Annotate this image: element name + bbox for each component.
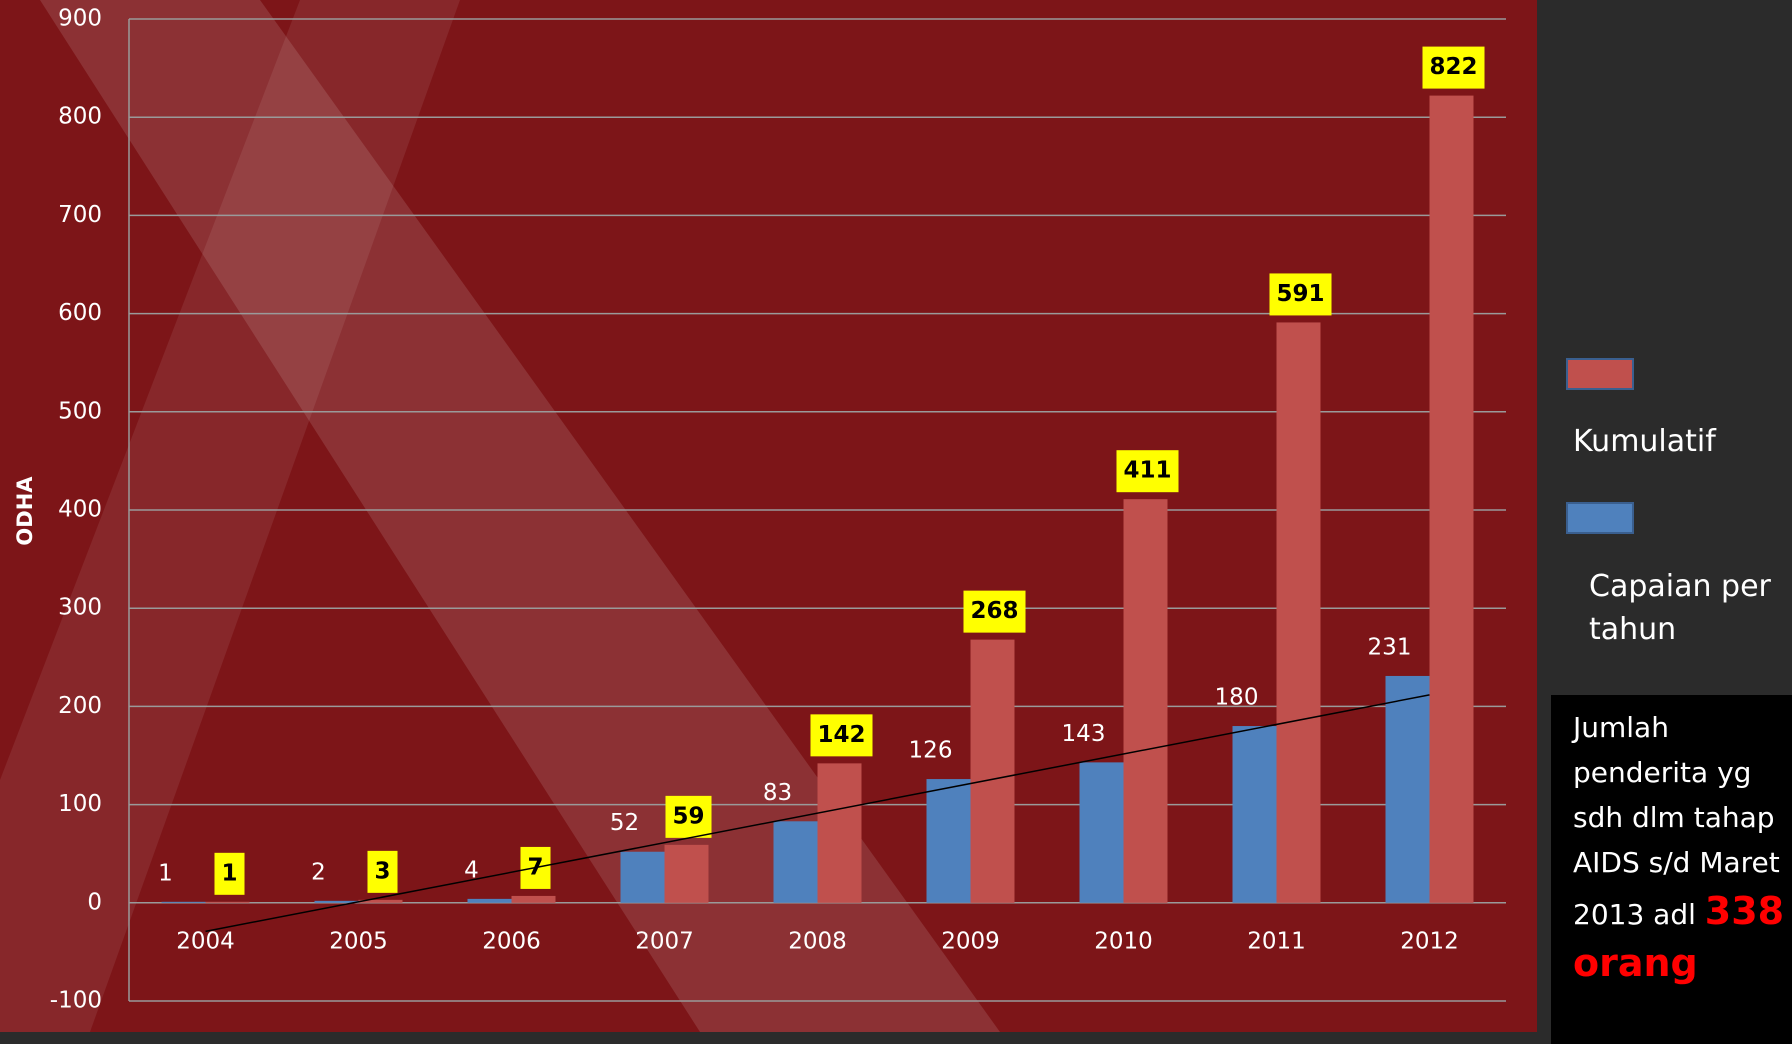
value-label: 59 (672, 803, 704, 829)
y-tick-label: 900 (58, 6, 102, 32)
y-tick-label: -100 (50, 988, 102, 1014)
bar (1277, 322, 1321, 902)
value-label: 126 (909, 738, 953, 764)
bar (774, 821, 818, 903)
y-tick-label: 0 (87, 889, 102, 915)
y-axis-label: ODHA (13, 476, 37, 546)
bar (927, 779, 971, 903)
value-label: 52 (610, 810, 639, 836)
value-label: 3 (374, 858, 390, 884)
x-tick-label: 2012 (1400, 928, 1459, 954)
value-label: 1 (158, 860, 173, 886)
x-tick-label: 2004 (176, 928, 235, 954)
value-label: 142 (817, 722, 865, 748)
x-tick-label: 2011 (1247, 928, 1306, 954)
legend-label: Kumulatif (1573, 420, 1716, 463)
note-box: Jumlah penderita yg sdh dlm tahap AIDS s… (1551, 695, 1792, 1044)
bar (665, 845, 709, 903)
bar (1080, 762, 1124, 902)
value-label: 411 (1123, 458, 1171, 484)
x-tick-label: 2008 (788, 928, 847, 954)
x-tick-label: 2009 (941, 928, 1000, 954)
page: ODHA -100 0 100 200 300 400 500 600 700 800 900 200… (0, 0, 1792, 1044)
bar (971, 640, 1015, 903)
chart: ODHA -100 0 100 200 300 400 500 600 700 800 900 200… (0, 0, 1792, 1044)
bar (162, 902, 206, 903)
bar (206, 902, 250, 903)
value-label: 2 (311, 859, 326, 885)
x-tick-label: 2006 (482, 928, 541, 954)
bar (468, 899, 512, 903)
bar (1430, 96, 1474, 903)
value-label: 1 (221, 860, 237, 886)
bar (512, 896, 556, 903)
bar (1233, 726, 1277, 903)
value-label: 143 (1062, 721, 1106, 747)
y-tick-label: 600 (58, 300, 102, 326)
legend-label: Capaian per tahun (1589, 565, 1779, 651)
y-tick-label: 500 (58, 398, 102, 424)
bar (818, 763, 862, 902)
value-label: 231 (1368, 634, 1412, 660)
x-tick-label: 2007 (635, 928, 694, 954)
bar (621, 852, 665, 903)
value-label: 180 (1215, 685, 1259, 711)
value-label: 822 (1429, 54, 1477, 80)
value-label: 268 (970, 598, 1018, 624)
legend-swatch (1566, 502, 1634, 534)
x-tick-label: 2005 (329, 928, 388, 954)
x-tick-label: 2010 (1094, 928, 1153, 954)
value-label: 83 (763, 780, 792, 806)
legend-swatch (1566, 358, 1634, 390)
bar (1124, 499, 1168, 903)
bar (1386, 676, 1430, 903)
y-tick-label: 100 (58, 791, 102, 817)
y-tick-label: 400 (58, 497, 102, 523)
y-tick-label: 700 (58, 202, 102, 228)
value-label: 591 (1276, 281, 1324, 307)
y-tick-label: 800 (58, 104, 102, 130)
y-tick-label: 300 (58, 595, 102, 621)
y-tick-label: 200 (58, 693, 102, 719)
